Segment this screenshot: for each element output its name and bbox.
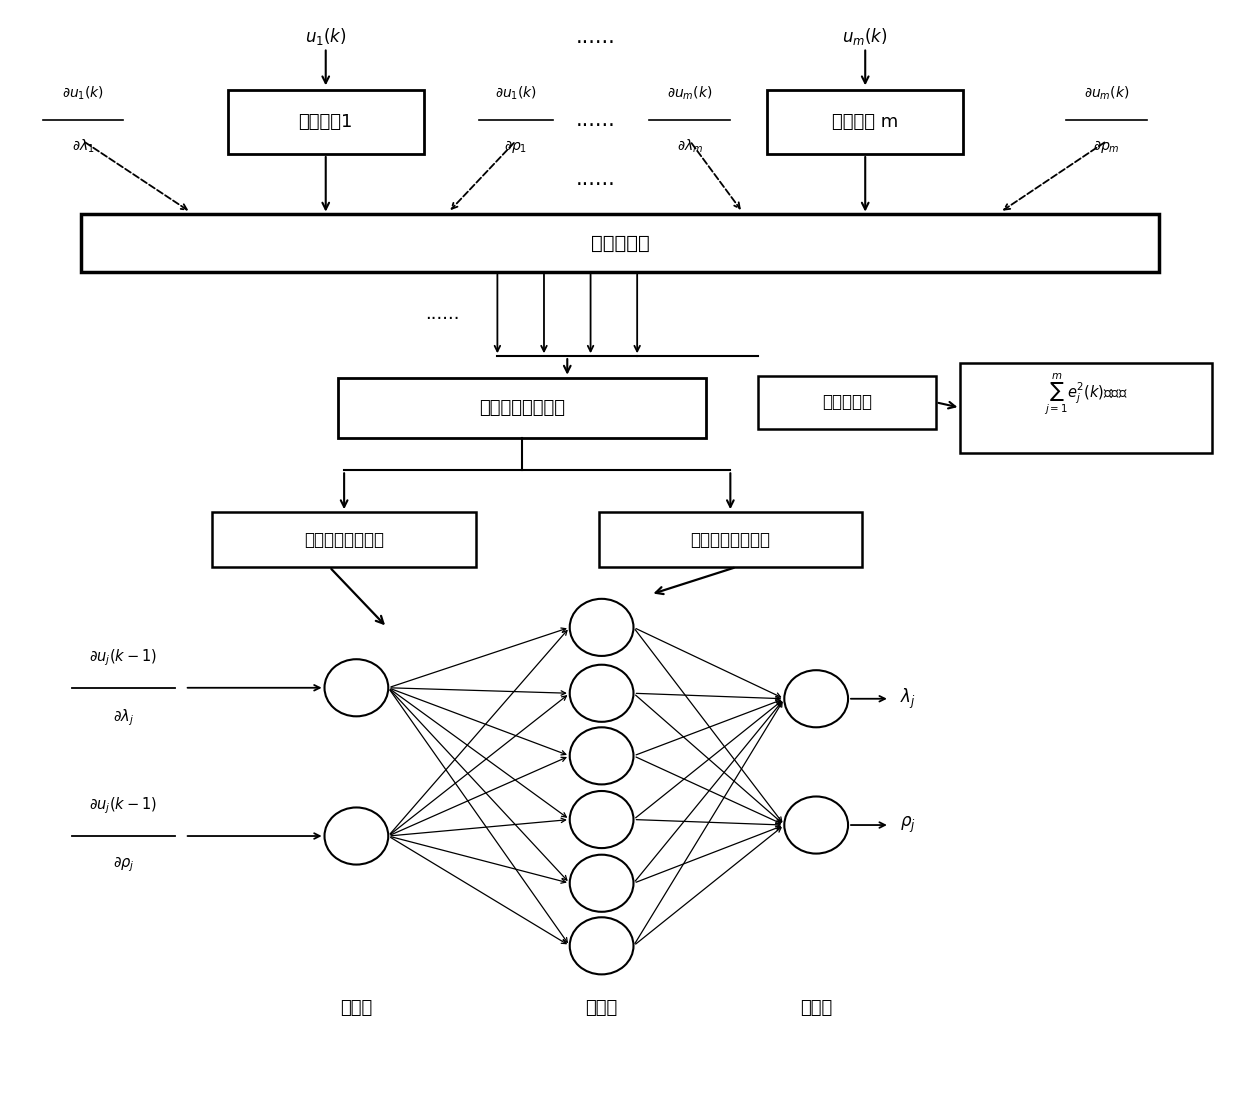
- Text: ......: ......: [425, 306, 460, 324]
- Text: $u_m(k)$: $u_m(k)$: [842, 26, 888, 47]
- Text: $\partial u_1(k)$: $\partial u_1(k)$: [62, 86, 104, 102]
- Text: 梯度信息1: 梯度信息1: [299, 113, 353, 131]
- Text: $\partial u_m(k)$: $\partial u_m(k)$: [1084, 86, 1130, 102]
- FancyBboxPatch shape: [768, 90, 963, 155]
- Text: 梯度下降法: 梯度下降法: [822, 394, 872, 411]
- Text: $\partial u_j(k-1)$: $\partial u_j(k-1)$: [89, 796, 157, 816]
- Text: $\lambda_j$: $\lambda_j$: [899, 686, 915, 711]
- Circle shape: [569, 791, 634, 848]
- Text: 更新输出层权系数: 更新输出层权系数: [691, 530, 770, 548]
- Circle shape: [325, 807, 388, 864]
- Circle shape: [569, 727, 634, 784]
- Circle shape: [569, 599, 634, 656]
- FancyBboxPatch shape: [599, 512, 862, 567]
- Text: $\partial \lambda_j$: $\partial \lambda_j$: [113, 707, 134, 728]
- Text: $\partial \rho_1$: $\partial \rho_1$: [505, 138, 527, 155]
- FancyBboxPatch shape: [228, 90, 424, 155]
- FancyBboxPatch shape: [212, 512, 476, 567]
- Text: ......: ......: [575, 27, 615, 47]
- Text: $\partial \rho_m$: $\partial \rho_m$: [1094, 138, 1120, 155]
- Text: 输出层: 输出层: [800, 1000, 832, 1017]
- Circle shape: [325, 659, 388, 716]
- Text: 输入层: 输入层: [340, 1000, 372, 1017]
- Text: 隐含层: 隐含层: [585, 1000, 618, 1017]
- FancyBboxPatch shape: [758, 376, 936, 428]
- FancyBboxPatch shape: [81, 215, 1159, 271]
- FancyBboxPatch shape: [339, 378, 706, 438]
- Text: ......: ......: [575, 169, 615, 189]
- Text: $\partial u_j(k-1)$: $\partial u_j(k-1)$: [89, 647, 157, 668]
- Text: 梯度信息 m: 梯度信息 m: [832, 113, 898, 131]
- Circle shape: [784, 796, 848, 854]
- FancyBboxPatch shape: [960, 363, 1211, 453]
- Text: $u_1(k)$: $u_1(k)$: [305, 26, 346, 47]
- Text: $\sum_{j=1}^{m}e_j^2(k)$最小化: $\sum_{j=1}^{m}e_j^2(k)$最小化: [1044, 373, 1128, 417]
- Text: $\partial u_m(k)$: $\partial u_m(k)$: [667, 86, 713, 102]
- Text: $\partial \lambda_1$: $\partial \lambda_1$: [72, 138, 94, 155]
- Text: $\rho_j$: $\rho_j$: [899, 815, 915, 835]
- Text: 梯度信息集: 梯度信息集: [590, 234, 650, 252]
- Circle shape: [784, 671, 848, 727]
- Text: 更新隐含层权系数: 更新隐含层权系数: [304, 530, 384, 548]
- Circle shape: [569, 665, 634, 722]
- Circle shape: [569, 917, 634, 974]
- Circle shape: [569, 855, 634, 912]
- Text: $\partial \lambda_m$: $\partial \lambda_m$: [677, 138, 703, 155]
- Text: 系统误差反向传播: 系统误差反向传播: [479, 399, 565, 417]
- Text: $\partial u_1(k)$: $\partial u_1(k)$: [495, 86, 537, 102]
- Text: ......: ......: [575, 110, 615, 130]
- Text: $\partial \rho_j$: $\partial \rho_j$: [113, 856, 134, 874]
